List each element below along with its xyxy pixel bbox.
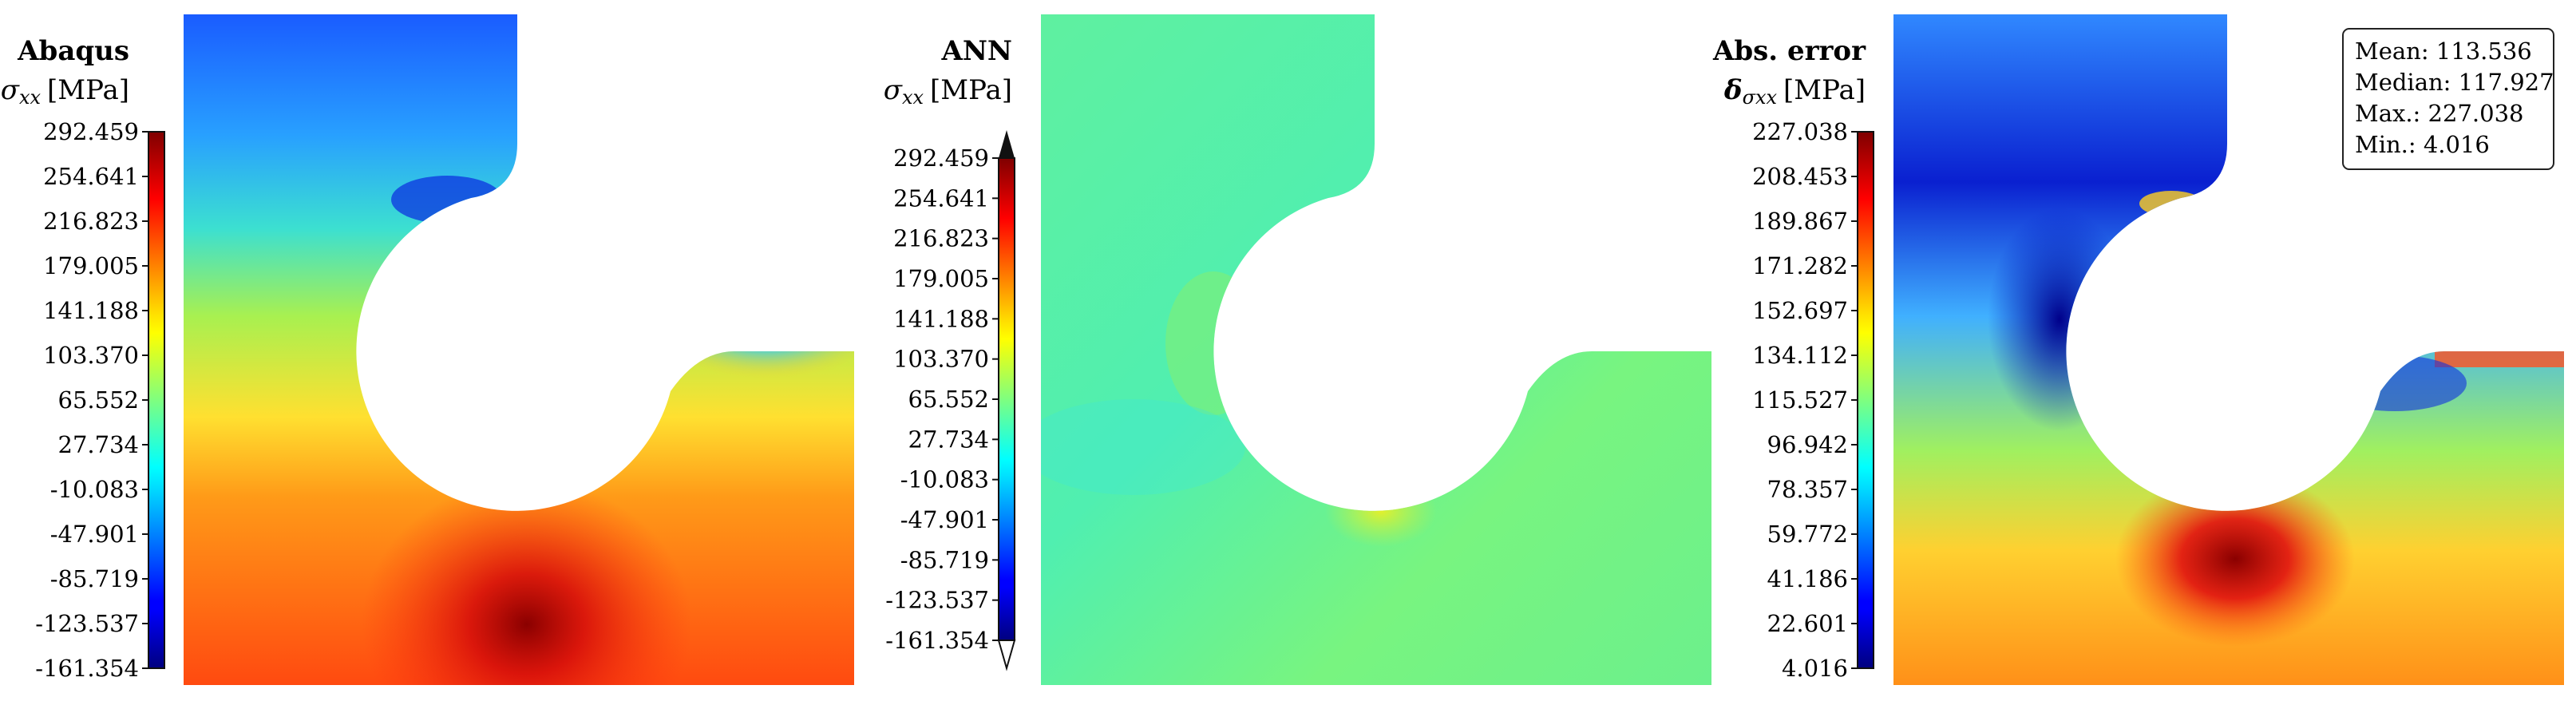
colorbar-ann xyxy=(998,157,1015,641)
colorbar-tick-label-ann: 216.823 xyxy=(893,225,989,252)
colorbar-ticks-error: 227.038 208.453 189.867 171.282 152.697 134.1… xyxy=(1752,118,1858,682)
colorbar-tick-label-error: 208.453 xyxy=(1752,163,1848,190)
field-ann xyxy=(1041,14,1711,685)
colorbar-tick-label-error: 96.942 xyxy=(1767,431,1848,458)
colorbar-tick-label-abaqus: 179.005 xyxy=(43,252,139,279)
colorbar-tick-label-error: 22.601 xyxy=(1767,610,1848,637)
colorbar-tick-label-abaqus: -47.901 xyxy=(50,521,139,548)
colorbar-tick-label-abaqus: 103.370 xyxy=(43,342,139,369)
colorbar-tick-label-error: 41.186 xyxy=(1767,565,1848,592)
colorbar-tick-label-abaqus: 65.552 xyxy=(58,386,139,414)
colorbar-abaqus xyxy=(148,131,165,669)
colorbar-extend-max-ann xyxy=(999,130,1015,158)
colorbar-tick-label-abaqus: -85.719 xyxy=(50,565,139,592)
colorbar-tick-label-ann: -161.354 xyxy=(885,627,989,654)
colorbar-tick-label-abaqus: -123.537 xyxy=(35,610,139,637)
colorbar-tick-label-abaqus: 141.188 xyxy=(43,297,139,324)
colorbar-tick-label-ann: 292.459 xyxy=(893,145,989,172)
colorbar-ticks-ann: 292.459 254.641 216.823 179.005 141.188 103.3… xyxy=(885,145,999,654)
colorbar-tick-label-abaqus: 254.641 xyxy=(43,163,139,190)
colorbar-tick-label-ann: 65.552 xyxy=(908,386,989,413)
colorbar-tick-label-abaqus: -10.083 xyxy=(50,476,139,503)
stat-mean: Mean: 113.536 xyxy=(2355,38,2532,65)
title-ann: ANN xyxy=(940,35,1012,67)
colorbar-tick-label-error: 189.867 xyxy=(1752,208,1848,235)
colorbar-tick-label-abaqus: 216.823 xyxy=(43,208,139,235)
panel-ann: 292.459 254.641 216.823 179.005 141.188 103.3… xyxy=(884,14,1711,685)
panel-abaqus: 292.459 254.641 216.823 179.005 141.188 103.3… xyxy=(1,14,854,685)
colorbar-tick-label-error: 152.697 xyxy=(1752,297,1848,324)
colorbar-tick-label-ann: 27.734 xyxy=(908,426,989,453)
colorbar-tick-label-abaqus: 27.734 xyxy=(58,431,139,458)
colorbar-tick-label-error: 227.038 xyxy=(1752,118,1848,145)
stat-median: Median: 117.927 xyxy=(2355,69,2554,96)
colorbar-tick-label-error: 134.112 xyxy=(1752,342,1848,369)
panel-error: 227.038 208.453 189.867 171.282 152.697 134.1… xyxy=(1712,14,2564,685)
colorbar-tick-label-ann: -123.537 xyxy=(885,587,989,614)
quantity-label-abaqus: σxx [MPa] xyxy=(1,74,129,109)
stat-min: Min.: 4.016 xyxy=(2355,131,2490,158)
colorbar-tick-label-ann: -47.901 xyxy=(900,506,989,533)
colorbar-error xyxy=(1857,131,1874,669)
colorbar-tick-label-error: 59.772 xyxy=(1767,521,1848,548)
colorbar-tick-label-ann: 141.188 xyxy=(893,305,989,332)
colorbar-tick-label-abaqus: -161.354 xyxy=(35,655,139,682)
stats-box: Mean: 113.536 Median: 117.927 Max.: 227.… xyxy=(2342,28,2554,170)
colorbar-tick-label-ann: 254.641 xyxy=(893,184,989,212)
colorbar-tick-label-ann: -85.719 xyxy=(900,546,989,573)
quantity-label-ann: σxx [MPa] xyxy=(884,74,1012,109)
colorbar-tick-label-abaqus: 292.459 xyxy=(43,118,139,145)
colorbar-tick-label-ann: 103.370 xyxy=(893,346,989,373)
colorbar-tick-label-error: 4.016 xyxy=(1782,655,1848,682)
colorbar-tick-label-error: 78.357 xyxy=(1767,476,1848,503)
colorbar-tick-label-error: 171.282 xyxy=(1752,252,1848,279)
field-abaqus xyxy=(184,14,854,685)
quantity-label-error: δσxx [MPa] xyxy=(1723,74,1866,109)
title-error: Abs. error xyxy=(1712,35,1866,67)
colorbar-tick-label-error: 115.527 xyxy=(1752,386,1848,414)
colorbar-ticks-abaqus: 292.459 254.641 216.823 179.005 141.188 103.3… xyxy=(35,118,148,682)
colorbar-extend-min-ann xyxy=(997,640,1016,671)
colorbar-tick-label-ann: 179.005 xyxy=(893,265,989,292)
title-abaqus: Abaqus xyxy=(17,35,129,67)
stat-max: Max.: 227.038 xyxy=(2355,100,2523,127)
colorbar-tick-label-ann: -10.083 xyxy=(900,466,989,493)
